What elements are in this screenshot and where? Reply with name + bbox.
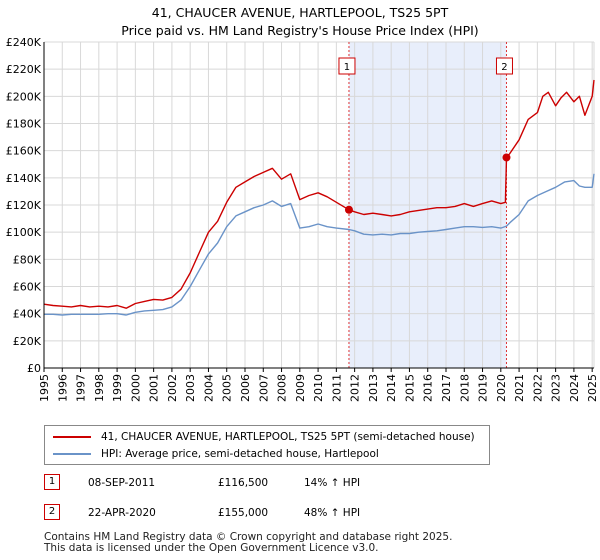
y-tick-label: £140K <box>6 172 42 185</box>
sale-hpi-change: 48% ↑ HPI <box>304 507 361 519</box>
x-tick-label: 1998 <box>93 374 106 402</box>
x-tick-label: 2024 <box>568 374 581 402</box>
y-tick-label: £100K <box>6 226 42 239</box>
legend: 41, CHAUCER AVENUE, HARTLEPOOL, TS25 5PT… <box>44 425 490 465</box>
y-tick-label: £60K <box>13 281 42 294</box>
x-tick-label: 1997 <box>75 374 88 402</box>
x-tick-label: 2025 <box>586 374 599 402</box>
x-tick-label: 2011 <box>330 374 343 402</box>
chart-subtitle: Price paid vs. HM Land Registry's House … <box>121 23 479 38</box>
x-tick-label: 2010 <box>312 374 325 402</box>
x-tick-label: 2022 <box>531 374 544 402</box>
y-tick-label: £240K <box>6 36 42 49</box>
y-tick-label: £180K <box>6 118 42 131</box>
sale-date: 08-SEP-2011 <box>88 477 156 489</box>
sale-marker-label: 1 <box>344 62 350 73</box>
x-tick-label: 2005 <box>221 374 234 402</box>
sale-badge: 1 <box>44 474 60 490</box>
x-tick-label: 2020 <box>495 374 508 402</box>
x-tick-label: 2008 <box>276 374 289 402</box>
sale-date: 22-APR-2020 <box>88 507 156 519</box>
x-tick-label: 2017 <box>440 374 453 402</box>
sale-price: £155,000 <box>218 507 269 519</box>
x-tick-label: 2013 <box>367 374 380 402</box>
legend-item-hpi: HPI: Average price, semi-detached house,… <box>53 446 379 462</box>
sale-point <box>344 205 353 214</box>
y-tick-label: £0 <box>27 362 41 375</box>
x-tick-label: 2000 <box>129 374 142 402</box>
x-tick-label: 2007 <box>257 374 270 402</box>
legend-label-property: 41, CHAUCER AVENUE, HARTLEPOOL, TS25 5PT… <box>101 431 475 443</box>
y-tick-label: £40K <box>13 308 42 321</box>
price-chart: £0 £20K £40K £60K £80K £100K £120K £140K £160K £1… <box>6 36 599 402</box>
footer-licence: This data is licensed under the Open Gov… <box>44 542 379 554</box>
sale-marker-box <box>495 57 513 75</box>
x-tick-label: 2023 <box>550 374 563 402</box>
x-tick-label: 2014 <box>385 374 398 402</box>
legend-item-property: 41, CHAUCER AVENUE, HARTLEPOOL, TS25 5PT… <box>53 429 475 445</box>
x-tick-label: 1995 <box>38 374 51 402</box>
sale-hpi-change: 14% ↑ HPI <box>304 477 361 489</box>
sale-badge: 2 <box>44 504 60 520</box>
footer-copyright: Contains HM Land Registry data © Crown c… <box>44 531 453 543</box>
sale-marker-label: 2 <box>501 62 507 73</box>
x-tick-label: 2004 <box>202 374 215 402</box>
x-tick-label: 2001 <box>148 374 161 402</box>
y-tick-label: £200K <box>6 90 42 103</box>
legend-swatch-hpi <box>53 453 91 455</box>
x-tick-label: 2019 <box>477 374 490 402</box>
x-tick-label: 1996 <box>56 374 69 402</box>
x-tick-label: 2018 <box>458 374 471 402</box>
y-tick-label: £160K <box>6 145 42 158</box>
x-tick-label: 2002 <box>166 374 179 402</box>
x-tick-label: 2015 <box>403 374 416 402</box>
x-tick-label: 2021 <box>513 374 526 402</box>
y-tick-label: £120K <box>6 199 42 212</box>
series-line-hpi <box>44 173 595 316</box>
x-tick-label: 1999 <box>111 374 124 402</box>
chart-title: 41, CHAUCER AVENUE, HARTLEPOOL, TS25 5PT <box>151 5 449 20</box>
chart-title-block: 41, CHAUCER AVENUE, HARTLEPOOL, TS25 5PT… <box>0 4 600 40</box>
y-tick-label: £80K <box>13 253 42 266</box>
x-tick-label: 2016 <box>422 374 435 402</box>
sale-point <box>502 153 511 162</box>
y-tick-label: £20K <box>13 335 42 348</box>
x-tick-label: 2003 <box>184 374 197 402</box>
x-tick-label: 2012 <box>349 374 362 402</box>
sale-marker-box <box>338 57 356 75</box>
legend-swatch-property <box>53 436 91 438</box>
footer: Contains HM Land Registry data © Crown c… <box>44 532 452 554</box>
y-tick-label: £220K <box>6 63 42 76</box>
x-tick-label: 2006 <box>239 374 252 402</box>
sale-price: £116,500 <box>218 477 269 489</box>
legend-label-hpi: HPI: Average price, semi-detached house,… <box>101 448 379 460</box>
x-tick-label: 2009 <box>294 374 307 402</box>
